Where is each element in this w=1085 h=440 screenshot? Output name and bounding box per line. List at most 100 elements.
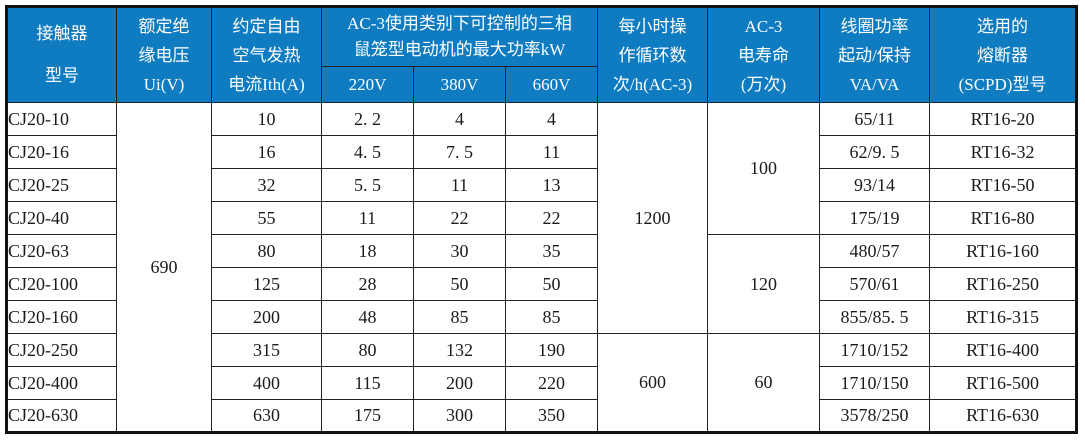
header-ith-line: 约定自由 <box>232 16 301 36</box>
table-row: CJ20-10 690 10 2. 2 4 4 1200 100 65/11 R… <box>6 102 1078 433</box>
ith-cell: 200 <box>211 300 322 334</box>
header-ith-line: 电流Ith(A) <box>228 74 305 94</box>
header-life-line: (万次) <box>740 74 787 94</box>
coil-cell: 1710/150 <box>819 366 931 400</box>
model-cell: CJ20-25 <box>6 168 117 202</box>
kw380-cell: 300 <box>413 399 506 433</box>
cycles-merged-cell-bottom: 600 <box>597 333 709 433</box>
header-ui-line: Ui(V) <box>143 74 185 94</box>
header-row-1: 接触器 型号 额定绝 缘电压 Ui(V) 约定自由 空气发热 电流Ith(A) … <box>6 6 1078 103</box>
table-row: CJ20-25 32 5. 5 11 13 93/14 RT16-50 <box>6 168 1078 202</box>
kw380-cell: 200 <box>413 366 506 400</box>
model-cell: CJ20-100 <box>6 267 117 301</box>
fuse-cell: RT16-315 <box>929 300 1078 334</box>
kw220-cell: 5. 5 <box>321 168 414 202</box>
fuse-cell: RT16-50 <box>929 168 1078 202</box>
coil-cell: 480/57 <box>819 234 931 268</box>
kw380-cell: 4 <box>413 102 506 136</box>
header-cycles-line: 每小时操 <box>618 16 687 36</box>
fuse-cell: RT16-400 <box>929 333 1078 367</box>
kw660-cell: 4 <box>504 102 599 136</box>
header-ui-line: 缘电压 <box>138 45 190 65</box>
fuse-cell: RT16-250 <box>929 267 1078 301</box>
ith-cell: 400 <box>211 366 322 400</box>
ith-cell: 10 <box>211 102 322 136</box>
kw220-cell: 4. 5 <box>321 135 414 169</box>
coil-cell: 3578/250 <box>819 399 931 433</box>
kw380-cell: 132 <box>413 333 506 367</box>
header-coil: 线圈功率 起动/保持 VA/VA <box>819 6 931 103</box>
model-cell: CJ20-160 <box>6 300 117 334</box>
ith-cell: 80 <box>211 234 322 268</box>
kw220-cell: 175 <box>321 399 414 433</box>
kw380-cell: 7. 5 <box>413 135 506 169</box>
coil-cell: 1710/152 <box>819 333 931 367</box>
kw660-cell: 35 <box>504 234 599 268</box>
ith-cell: 315 <box>211 333 322 367</box>
kw380-cell: 22 <box>413 201 506 235</box>
header-coil-line: VA/VA <box>849 74 900 94</box>
fuse-cell: RT16-80 <box>929 201 1078 235</box>
coil-cell: 62/9. 5 <box>819 135 931 169</box>
life-merged-cell-mid: 120 <box>707 234 821 334</box>
coil-cell: 570/61 <box>819 267 931 301</box>
table-row: CJ20-250 315 80 132 190 600 60 1710/152 … <box>6 333 1078 433</box>
header-ac3-power-group: AC-3使用类别下可控制的三相 鼠笼型电动机的最大功率kW <box>320 6 599 67</box>
header-fuse-line: 选用的 <box>977 16 1029 36</box>
kw220-cell: 80 <box>321 333 414 367</box>
fuse-cell: RT16-160 <box>929 234 1078 268</box>
kw660-cell: 85 <box>504 300 599 334</box>
coil-cell: 855/85. 5 <box>819 300 931 334</box>
header-cycles-line: 次/h(AC-3) <box>612 74 693 94</box>
ith-cell: 32 <box>211 168 322 202</box>
header-cycles-line: 作循环数 <box>618 45 687 65</box>
header-380v: 380V <box>413 66 506 103</box>
kw660-cell: 11 <box>504 135 599 169</box>
header-life: AC-3 电寿命 (万次) <box>707 6 821 103</box>
coil-cell: 175/19 <box>819 201 931 235</box>
kw380-cell: 85 <box>413 300 506 334</box>
model-cell: CJ20-40 <box>6 201 117 235</box>
coil-cell: 93/14 <box>819 168 931 202</box>
kw660-cell: 13 <box>504 168 599 202</box>
table-row: CJ20-40 55 11 22 22 175/19 RT16-80 <box>6 201 1078 235</box>
kw380-cell: 30 <box>413 234 506 268</box>
kw220-cell: 2. 2 <box>321 102 414 136</box>
model-cell: CJ20-400 <box>6 366 117 400</box>
header-ac3-group-line: AC-3使用类别下可控制的三相 <box>347 14 572 33</box>
header-220v: 220V <box>321 66 414 103</box>
kw660-cell: 190 <box>504 333 599 367</box>
life-merged-cell-bottom: 60 <box>707 333 821 433</box>
kw220-cell: 18 <box>321 234 414 268</box>
header-ith: 约定自由 空气发热 电流Ith(A) <box>211 6 322 103</box>
contactor-spec-table: 接触器 型号 额定绝 缘电压 Ui(V) 约定自由 空气发热 电流Ith(A) … <box>5 5 1079 434</box>
header-model: 接触器 型号 <box>6 6 117 103</box>
table-row: CJ20-400 400 115 200 220 1710/150 RT16-5… <box>6 366 1078 400</box>
model-cell: CJ20-63 <box>6 234 117 268</box>
header-life-line: AC-3 <box>744 16 783 36</box>
kw660-cell: 220 <box>504 366 599 400</box>
header-fuse-line: 熔断器 <box>977 45 1029 65</box>
table-row: CJ20-100 125 28 50 50 570/61 RT16-250 <box>6 267 1078 301</box>
header-cycles: 每小时操 作循环数 次/h(AC-3) <box>597 6 709 103</box>
header-660v: 660V <box>504 66 599 103</box>
model-cell: CJ20-10 <box>6 102 117 136</box>
ith-cell: 16 <box>211 135 322 169</box>
kw660-cell: 50 <box>504 267 599 301</box>
header-fuse: 选用的 熔断器 (SCPD)型号 <box>929 6 1078 103</box>
kw660-cell: 350 <box>504 399 599 433</box>
ith-cell: 125 <box>211 267 322 301</box>
header-ui: 额定绝 缘电压 Ui(V) <box>116 6 212 103</box>
kw380-cell: 11 <box>413 168 506 202</box>
table-row: CJ20-630 630 175 300 350 3578/250 RT16-6… <box>6 399 1078 433</box>
header-coil-line: 线圈功率 <box>840 16 909 36</box>
fuse-cell: RT16-32 <box>929 135 1078 169</box>
model-cell: CJ20-250 <box>6 333 117 367</box>
kw380-cell: 50 <box>413 267 506 301</box>
header-row-2: 220V 380V 660V <box>7 66 1077 103</box>
kw220-cell: 48 <box>321 300 414 334</box>
header-ac3-group-line: 鼠笼型电动机的最大功率kW <box>353 40 566 59</box>
model-cell: CJ20-16 <box>6 135 117 169</box>
header-model-line: 型号 <box>45 66 79 85</box>
